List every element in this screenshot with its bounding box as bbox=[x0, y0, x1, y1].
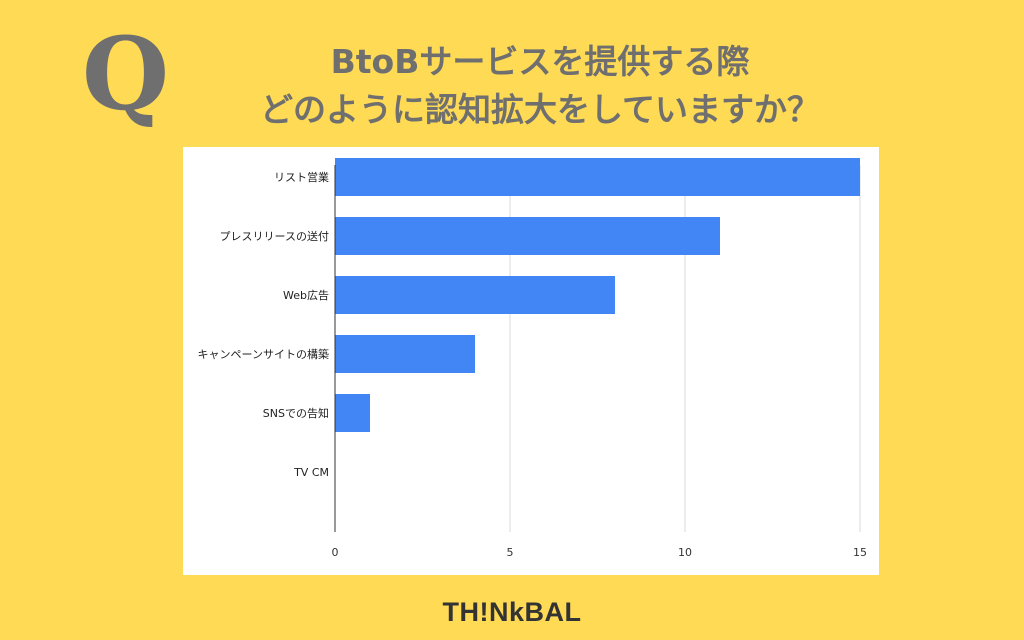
x-tick-label: 15 bbox=[853, 546, 867, 559]
chart-panel: 0 5 10 15 リスト営業プレスリリースの送付 Web広告キャンペーンサイトの構築 SN… bbox=[183, 147, 879, 575]
title-line-2: どのように認知拡大をしていますか？ bbox=[259, 90, 820, 129]
title-line-1: BtoBサービスを提供する際 bbox=[330, 42, 750, 81]
bar bbox=[335, 394, 370, 432]
category-label: SNSでの告知 bbox=[263, 406, 329, 420]
question-mark: Q bbox=[82, 15, 170, 133]
page-title: BtoBサービスを提供する際 どのように認知拡大をしていますか？ bbox=[180, 38, 900, 134]
bar bbox=[335, 276, 615, 314]
category-label: プレスリリースの送付 bbox=[220, 229, 329, 243]
category-label: Web広告 bbox=[283, 289, 329, 302]
category-label: リスト営業 bbox=[274, 170, 329, 184]
bar bbox=[335, 217, 720, 255]
bar bbox=[335, 158, 860, 196]
x-tick-label: 5 bbox=[507, 546, 514, 559]
x-tick-label: 0 bbox=[332, 546, 339, 559]
category-label: キャンペーンサイトの構築 bbox=[198, 347, 329, 361]
x-tick-label: 10 bbox=[678, 546, 692, 559]
category-label: TV CM bbox=[293, 466, 329, 479]
brand-logo: TH!NkBAL bbox=[442, 597, 582, 627]
bar bbox=[335, 335, 475, 373]
